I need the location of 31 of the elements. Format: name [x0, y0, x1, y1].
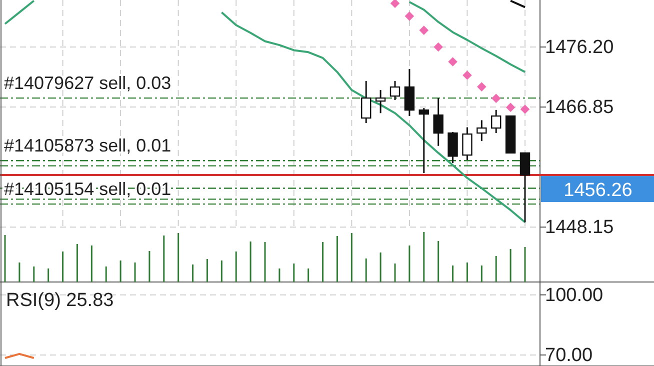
- point: [491, 94, 501, 104]
- y-tick-label: 70.00: [545, 345, 593, 366]
- candlestick: [520, 152, 530, 224]
- point: [520, 104, 530, 114]
- point: [462, 70, 472, 80]
- point: [434, 42, 443, 52]
- ref-line-label: #14105873 sell, 0.01: [4, 136, 172, 156]
- point: [448, 57, 458, 66]
- candlestick: [462, 126, 472, 161]
- candlestick: [448, 131, 458, 164]
- candlestick: [404, 68, 415, 117]
- candlestick: [491, 109, 502, 134]
- point: [506, 102, 516, 112]
- chart-title: RSI(9) 25.83: [6, 290, 114, 311]
- ref-line-label: #14079627 sell, 0.03: [4, 73, 172, 94]
- candlestick: [418, 107, 429, 174]
- ref-line-label: 1456.26: [564, 180, 632, 202]
- y-tick-label: 1466.85: [545, 97, 614, 118]
- point: [419, 26, 429, 35]
- y-tick-label: 1476.20: [545, 37, 614, 58]
- candlestick: [361, 80, 372, 124]
- point: [390, 0, 400, 8]
- candlestick: [476, 119, 487, 142]
- candlestick: [433, 97, 444, 147]
- y-tick-label: 100.00: [545, 284, 604, 306]
- candlestick: [375, 89, 386, 114]
- line-series: [408, 1, 526, 74]
- candlestick: [390, 80, 400, 101]
- point: [404, 12, 414, 21]
- point: [477, 82, 486, 92]
- y-tick-label: 1448.15: [545, 217, 614, 238]
